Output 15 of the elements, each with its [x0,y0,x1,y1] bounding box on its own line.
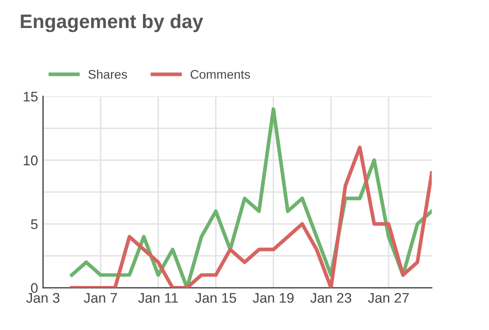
x-tick-label: Jan 27 [368,292,409,303]
y-tick-label: 0 [30,283,38,293]
line-series [70,146,432,288]
y-tick-label: 5 [31,219,38,230]
y-tick-label: 15 [24,92,38,102]
legend-label: Shares [88,70,128,79]
legend-label: Comments [190,70,250,79]
x-tick-label: Jan 23 [310,292,352,303]
chart-title: Engagement by day [20,14,204,32]
y-tick-label: 10 [24,155,38,166]
x-tick-label: Jan 11 [138,293,178,303]
x-tick-label: Jan 19 [252,292,294,303]
x-tick-label: Jan 7 [84,293,117,303]
x-tick-label: Jan 3 [26,292,60,303]
x-tick-label: Jan 15 [195,293,236,303]
